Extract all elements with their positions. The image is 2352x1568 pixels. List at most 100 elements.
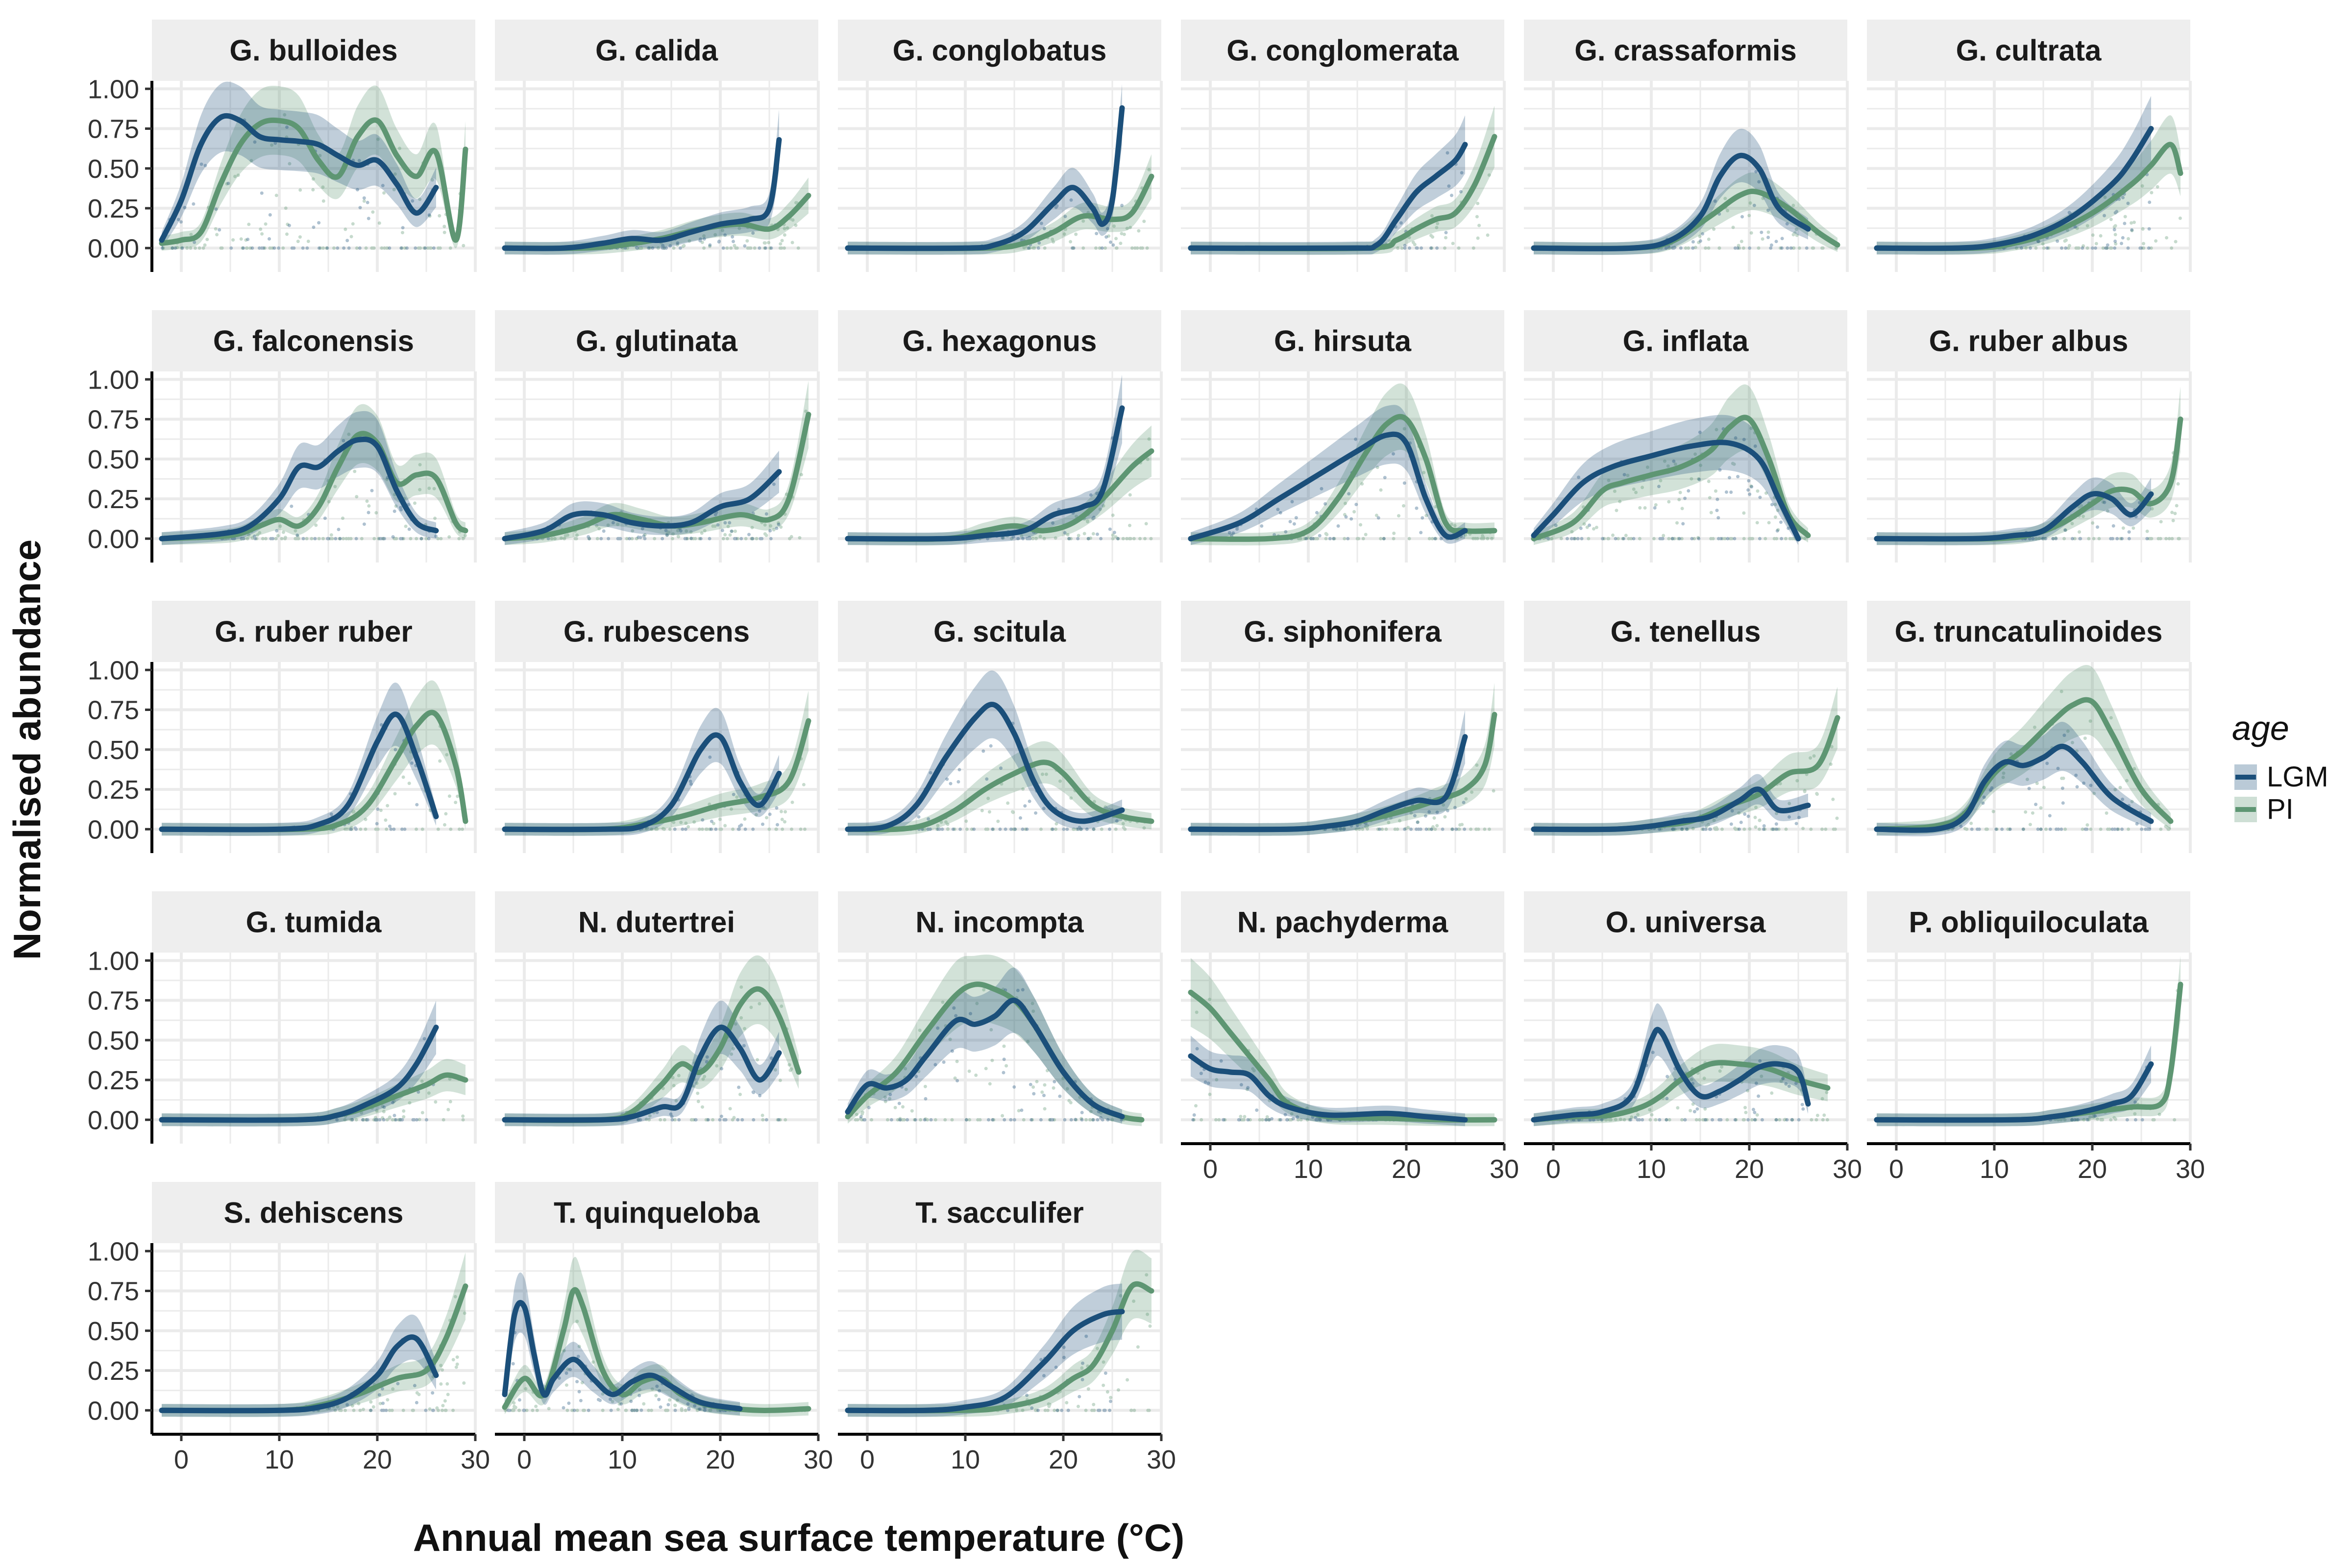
point	[587, 535, 590, 539]
point	[430, 178, 434, 182]
point	[1222, 1118, 1225, 1122]
point	[1074, 1118, 1078, 1122]
point	[306, 240, 310, 243]
point	[1067, 537, 1071, 540]
point	[239, 237, 243, 241]
point	[442, 230, 446, 234]
point	[201, 246, 205, 250]
point	[955, 1059, 959, 1063]
point	[2170, 537, 2174, 540]
point	[310, 537, 314, 540]
point	[2156, 537, 2160, 540]
point	[1758, 537, 1762, 540]
point	[640, 527, 644, 531]
point	[2064, 246, 2068, 250]
point	[1027, 246, 1030, 250]
point	[461, 827, 464, 831]
point	[349, 537, 353, 540]
y-tick-label: 0.50	[88, 735, 139, 765]
point	[350, 827, 353, 831]
point	[802, 783, 806, 786]
point	[1638, 537, 1642, 540]
point	[750, 537, 754, 540]
point	[2041, 537, 2045, 540]
point	[1582, 522, 1586, 526]
point	[1687, 489, 1690, 493]
point	[1490, 537, 1494, 540]
point	[2101, 500, 2105, 504]
point	[321, 199, 325, 203]
plot-area: 0 10 20 30	[1524, 953, 1862, 1184]
point	[1742, 827, 1746, 831]
point	[752, 1118, 756, 1122]
point	[1036, 246, 1040, 250]
point	[384, 818, 388, 822]
point	[1111, 533, 1115, 537]
point	[411, 199, 415, 203]
point	[2109, 1118, 2113, 1122]
point	[353, 826, 357, 830]
line-lgm	[845, 105, 1125, 251]
point	[1292, 522, 1296, 526]
point	[180, 246, 183, 250]
point	[1667, 537, 1671, 540]
point	[1408, 246, 1411, 250]
point	[764, 534, 768, 538]
point	[1784, 537, 1788, 540]
point	[358, 246, 362, 250]
point	[1761, 196, 1765, 200]
point	[956, 1079, 959, 1082]
point	[1733, 246, 1737, 250]
point	[1357, 537, 1360, 540]
point	[1022, 1118, 1026, 1122]
point	[277, 246, 281, 250]
point	[1573, 537, 1577, 540]
point	[402, 537, 405, 540]
point	[1769, 246, 1773, 250]
point	[1063, 215, 1067, 219]
point	[2121, 526, 2125, 530]
plot-area: 0.000.250.500.751.00	[88, 946, 477, 1144]
point	[380, 246, 384, 250]
point	[2110, 827, 2114, 831]
point	[689, 530, 693, 534]
panel-strip	[152, 20, 475, 81]
point	[194, 246, 197, 250]
point	[381, 184, 385, 188]
point	[1208, 1092, 1212, 1096]
point	[769, 537, 773, 540]
point	[383, 246, 387, 250]
plot-area	[1524, 81, 1849, 272]
point	[2063, 239, 2067, 243]
point	[1791, 246, 1795, 250]
point	[662, 1118, 666, 1122]
point	[285, 232, 289, 236]
point	[330, 537, 334, 540]
point	[414, 246, 417, 250]
point	[385, 246, 389, 250]
point	[933, 1118, 937, 1122]
point	[362, 199, 366, 203]
point	[767, 241, 771, 245]
point	[1439, 537, 1443, 540]
point	[415, 803, 419, 807]
panel-title: G. siphonifera	[1244, 615, 1442, 648]
point	[323, 516, 327, 520]
point	[1672, 537, 1676, 540]
point	[1328, 537, 1332, 540]
panel-n-dutertrei: N. dutertrei	[495, 891, 820, 1144]
point	[1312, 537, 1316, 540]
point	[1463, 827, 1467, 831]
point	[375, 822, 379, 826]
point	[1550, 537, 1554, 540]
point	[720, 1067, 724, 1071]
point	[1709, 537, 1713, 540]
point	[1779, 246, 1782, 250]
point	[361, 1118, 365, 1122]
point	[988, 1082, 992, 1086]
plot-area	[838, 81, 1163, 272]
point	[1028, 246, 1031, 250]
point	[759, 537, 762, 540]
point	[1002, 1044, 1006, 1048]
